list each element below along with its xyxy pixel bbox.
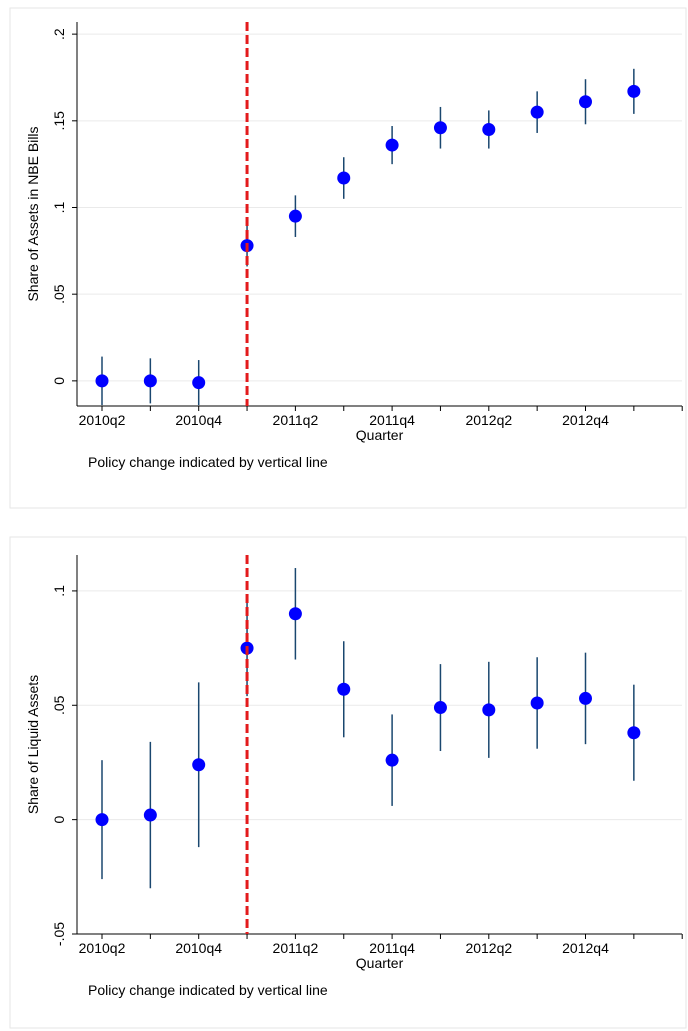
panel-frame <box>9 536 687 1029</box>
note: Policy change indicated by vertical line <box>88 982 328 998</box>
point <box>627 726 641 740</box>
point <box>627 84 641 98</box>
point <box>95 374 109 388</box>
y-tick-label: .2 <box>51 28 67 40</box>
point <box>192 376 206 390</box>
y-tick-label: .05 <box>51 695 67 715</box>
y-tick-label: .05 <box>51 284 67 304</box>
point <box>95 813 109 827</box>
x-tick-label: 2011q4 <box>369 940 415 956</box>
point <box>143 808 157 822</box>
y-tick-label: .15 <box>51 111 67 131</box>
y-tick-label: .1 <box>51 585 67 597</box>
point <box>192 758 206 772</box>
point <box>433 121 447 135</box>
panel-frame <box>9 7 687 509</box>
x-tick-label: 2010q4 <box>175 412 222 428</box>
y-tick-label: 0 <box>51 377 67 385</box>
x-tick-label: 2010q2 <box>79 412 126 428</box>
point <box>433 701 447 715</box>
y-tick-label: 0 <box>51 816 67 824</box>
x-tick-label: 2010q4 <box>175 940 222 956</box>
point <box>288 209 302 223</box>
x-axis-title: Quarter <box>356 955 404 971</box>
note: Policy change indicated by vertical line <box>88 454 328 470</box>
y-tick-label: -.05 <box>51 922 67 946</box>
point <box>337 171 351 185</box>
y-axis-title: Share of Liquid Assets <box>25 675 41 814</box>
x-tick-label: 2011q2 <box>273 412 319 428</box>
point <box>385 138 399 152</box>
point <box>337 682 351 696</box>
x-tick-label: 2011q2 <box>273 940 319 956</box>
point <box>530 696 544 710</box>
point <box>482 122 496 136</box>
point <box>530 105 544 119</box>
y-axis-title: Share of Assets in NBE Bills <box>25 126 41 301</box>
x-tick-label: 2010q2 <box>79 940 126 956</box>
point <box>579 95 592 109</box>
x-tick-label: 2012q2 <box>465 412 512 428</box>
point <box>385 753 399 767</box>
point <box>288 607 302 621</box>
point <box>579 691 592 705</box>
x-tick-label: 2011q4 <box>369 412 415 428</box>
point <box>482 703 496 717</box>
point <box>143 374 157 388</box>
y-tick-label: .1 <box>51 201 67 213</box>
x-tick-label: 2012q2 <box>465 940 512 956</box>
x-tick-label: 2012q4 <box>562 412 609 428</box>
x-axis-title: Quarter <box>356 427 404 443</box>
x-tick-label: 2012q4 <box>562 940 609 956</box>
